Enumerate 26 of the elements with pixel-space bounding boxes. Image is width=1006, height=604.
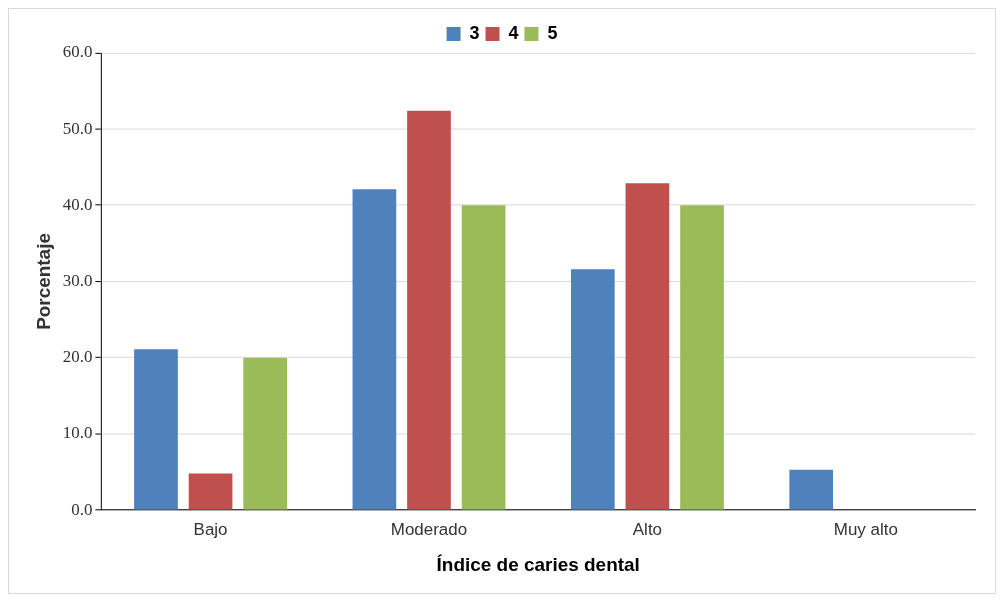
bar <box>134 349 178 510</box>
x-tick-label: Muy alto <box>833 519 898 539</box>
y-tick-label: 50.0 <box>62 118 93 138</box>
y-tick-label: 60.0 <box>62 42 93 62</box>
y-tick-label: 20.0 <box>62 347 93 367</box>
bar <box>243 357 288 510</box>
bar <box>461 205 506 510</box>
x-axis-title: Índice de caries dental <box>436 553 640 575</box>
legend-label: 3 <box>469 22 480 43</box>
y-tick-label: 40.0 <box>62 194 93 214</box>
bar <box>352 189 397 510</box>
bar <box>188 473 233 510</box>
bar <box>680 205 724 510</box>
x-tick-label: Alto <box>632 519 663 539</box>
x-tick-label: Moderado <box>390 519 468 539</box>
bar <box>570 269 615 510</box>
bar <box>625 183 670 510</box>
y-tick-label: 30.0 <box>62 270 93 290</box>
legend-label: 4 <box>508 22 519 43</box>
y-axis-title: Porcentaje <box>32 233 54 330</box>
bar <box>789 469 834 510</box>
bar <box>407 110 451 510</box>
legend-label: 5 <box>547 22 558 43</box>
y-tick-label: 10.0 <box>62 423 93 443</box>
x-tick-label: Bajo <box>193 519 228 539</box>
y-tick-label: 0.0 <box>71 499 93 519</box>
